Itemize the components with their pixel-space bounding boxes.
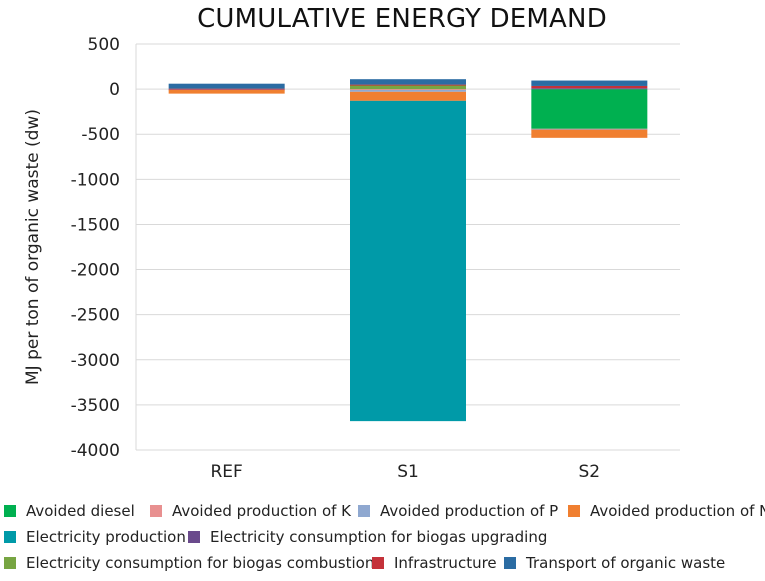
legend-label: Electricity consumption for biogas upgra… <box>210 528 548 546</box>
x-tick-label: S1 <box>397 462 419 482</box>
y-tick-label: 500 <box>88 35 120 55</box>
bar-segment-s1-7 <box>350 84 466 86</box>
y-tick-label: -4000 <box>71 441 120 461</box>
legend-item-electricity-combustion: Electricity consumption for biogas combu… <box>4 554 374 572</box>
legend-row-1: Avoided diesel Avoided production of K A… <box>4 502 765 524</box>
legend-label: Transport of organic waste <box>526 554 726 572</box>
y-tick-label: -3500 <box>71 396 120 416</box>
y-tick-label: 0 <box>109 80 120 100</box>
legend-label: Electricity consumption for biogas combu… <box>26 554 375 572</box>
legend-item-avoided-diesel: Avoided diesel <box>4 502 135 520</box>
legend-swatch <box>4 557 16 569</box>
legend-row-2: Electricity production Electricity consu… <box>4 528 765 550</box>
x-axis-ticks: REF S1 S2 <box>210 462 600 482</box>
bar-segment-s1-8 <box>350 79 466 85</box>
bar-segment-s1-1 <box>350 89 466 91</box>
legend-swatch <box>188 531 200 543</box>
y-axis-label: MJ per ton of organic waste (dw) <box>23 109 43 385</box>
y-axis-ticks: 500 0 -500 -1000 -1500 -2000 -2500 -3000 -3500 -4… <box>71 35 120 461</box>
bars <box>168 79 648 422</box>
legend-item-transport: Transport of organic waste <box>504 554 725 572</box>
y-tick-label: -500 <box>81 125 120 145</box>
legend-label: Avoided production of P <box>380 502 559 520</box>
legend-label: Infrastructure <box>394 554 497 572</box>
legend-swatch <box>358 505 370 517</box>
bar-segment-s1-4 <box>350 100 466 422</box>
legend-label: Electricity production <box>26 528 186 546</box>
y-tick-label: -1000 <box>71 170 120 190</box>
chart-title: CUMULATIVE ENERGY DEMAND <box>197 4 607 34</box>
legend-item-avoided-p: Avoided production of P <box>358 502 558 520</box>
bar-segment-ref-7 <box>168 88 285 90</box>
legend-row-3: Electricity consumption for biogas combu… <box>4 554 765 576</box>
legend-item-avoided-k: Avoided production of K <box>150 502 351 520</box>
x-tick-label: REF <box>210 462 242 482</box>
bar-segment-s2-3 <box>531 129 648 138</box>
legend-swatch <box>4 505 16 517</box>
x-tick-label: S2 <box>579 462 601 482</box>
legend-swatch <box>4 531 16 543</box>
bar-segment-s2-0 <box>531 89 648 129</box>
y-tick-label: -3000 <box>71 351 120 371</box>
legend-label: Avoided production of K <box>172 502 352 520</box>
legend-item-infrastructure: Infrastructure <box>372 554 497 572</box>
legend-swatch <box>568 505 580 517</box>
legend-swatch <box>372 557 384 569</box>
bar-segment-s2-8 <box>531 80 648 86</box>
legend-swatch <box>150 505 162 517</box>
legend-label: Avoided production of N <box>590 502 765 520</box>
bar-segment-ref-3 <box>168 90 285 94</box>
y-tick-label: -2500 <box>71 306 120 326</box>
bar-segment-s1-2 <box>350 90 466 92</box>
bar-segment-s1-3 <box>350 91 466 101</box>
legend-item-electricity-production: Electricity production <box>4 528 186 546</box>
legend-item-avoided-n: Avoided production of N <box>568 502 765 520</box>
bar-segment-s2-5 <box>531 88 648 90</box>
y-tick-label: -1500 <box>71 215 120 235</box>
bar-segment-s2-7 <box>531 85 648 89</box>
y-tick-label: -2000 <box>71 261 120 281</box>
legend-swatch <box>504 557 516 569</box>
bar-segment-s1-6 <box>350 85 466 90</box>
bar-segment-ref-8 <box>168 83 285 89</box>
legend-item-electricity-upgrading: Electricity consumption for biogas upgra… <box>188 528 547 546</box>
legend-label: Avoided diesel <box>26 502 135 520</box>
